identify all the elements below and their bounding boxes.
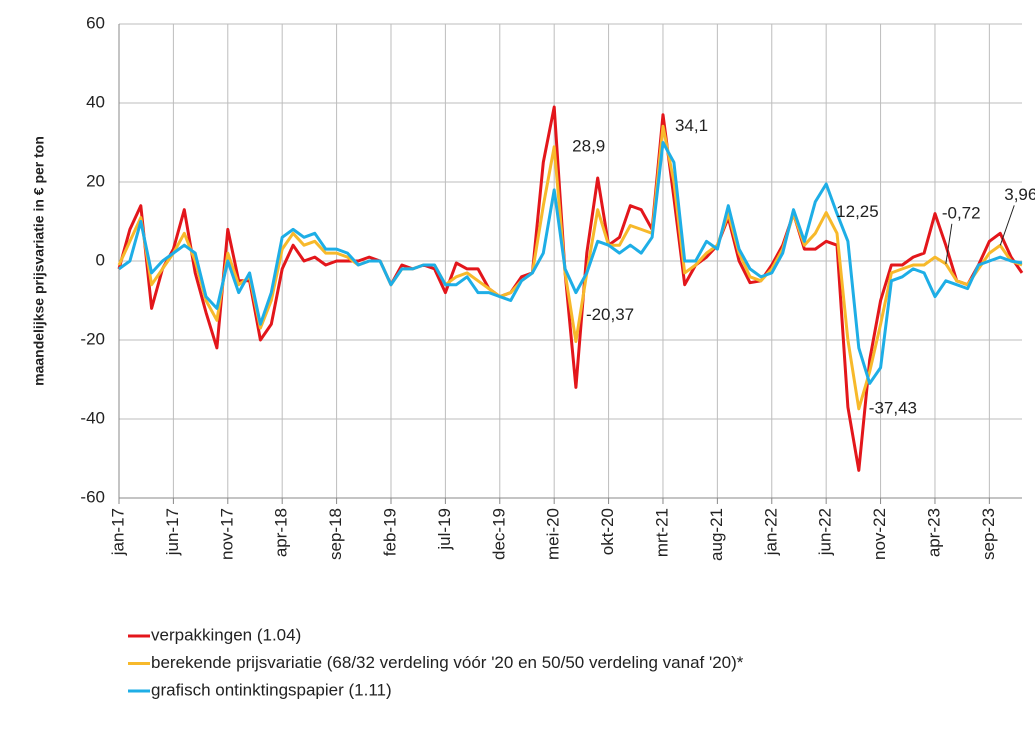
data-label: -20,37	[586, 305, 634, 324]
y-tick-label: 40	[86, 92, 105, 111]
x-tick-label: nov-22	[870, 508, 889, 560]
leader-line	[945, 223, 953, 264]
data-label: -37,43	[869, 398, 917, 417]
x-tick-label: jun-17	[163, 508, 182, 556]
x-tick-label: feb-19	[380, 508, 399, 556]
legend-label: verpakkingen (1.04)	[151, 625, 301, 644]
series-line	[118, 141, 1023, 385]
y-tick-label: 20	[86, 171, 105, 190]
data-label: -0,72	[942, 203, 981, 222]
x-tick-label: mrt-21	[652, 508, 671, 557]
x-tick-label: sep-23	[979, 508, 998, 560]
leader-line	[999, 205, 1015, 246]
x-tick-label: apr-18	[272, 508, 291, 557]
y-axis-label: maandelijkse prijsvariatie in € per ton	[31, 136, 47, 386]
x-tick-label: nov-17	[217, 508, 236, 560]
x-tick-label: jul-19	[435, 508, 454, 551]
legend-label: grafisch ontinktingspapier (1.11)	[151, 680, 392, 699]
x-tick-label: jan-22	[761, 508, 780, 556]
x-tick-label: mei-20	[544, 508, 563, 560]
y-tick-label: -40	[80, 408, 105, 427]
data-label: 34,1	[675, 116, 708, 135]
series-line	[117, 105, 1024, 472]
data-label: 3,96	[1004, 185, 1035, 204]
legend-label: berekende prijsvariatie (68/32 verdeling…	[151, 653, 744, 672]
y-tick-label: -60	[80, 487, 105, 506]
x-tick-label: apr-23	[924, 508, 943, 557]
x-tick-label: jan-17	[108, 508, 127, 556]
x-tick-label: sep-18	[326, 508, 345, 560]
y-tick-label: -20	[80, 329, 105, 348]
x-tick-label: dec-19	[489, 508, 508, 560]
series-line	[117, 124, 1023, 411]
y-tick-label: 60	[86, 13, 105, 32]
data-label: 28,9	[572, 136, 605, 155]
x-tick-label: jun-22	[816, 508, 835, 556]
y-tick-label: 0	[96, 250, 105, 269]
data-label: 12,25	[836, 202, 879, 221]
x-tick-label: okt-20	[598, 508, 617, 555]
x-tick-label: aug-21	[707, 508, 726, 561]
